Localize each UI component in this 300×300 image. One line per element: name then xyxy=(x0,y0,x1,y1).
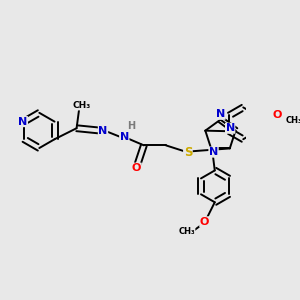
Text: CH₃: CH₃ xyxy=(285,116,300,125)
Text: N: N xyxy=(98,126,108,136)
Text: O: O xyxy=(132,163,141,173)
Text: CH₃: CH₃ xyxy=(73,101,91,110)
Text: N: N xyxy=(18,117,28,127)
Text: N: N xyxy=(216,109,225,119)
Text: N: N xyxy=(209,147,218,157)
Text: N: N xyxy=(226,123,235,133)
Text: O: O xyxy=(200,217,209,227)
Text: O: O xyxy=(272,110,282,120)
Text: H: H xyxy=(128,121,136,131)
Text: CH₃: CH₃ xyxy=(178,227,195,236)
Text: N: N xyxy=(120,132,129,142)
Text: S: S xyxy=(184,146,192,159)
